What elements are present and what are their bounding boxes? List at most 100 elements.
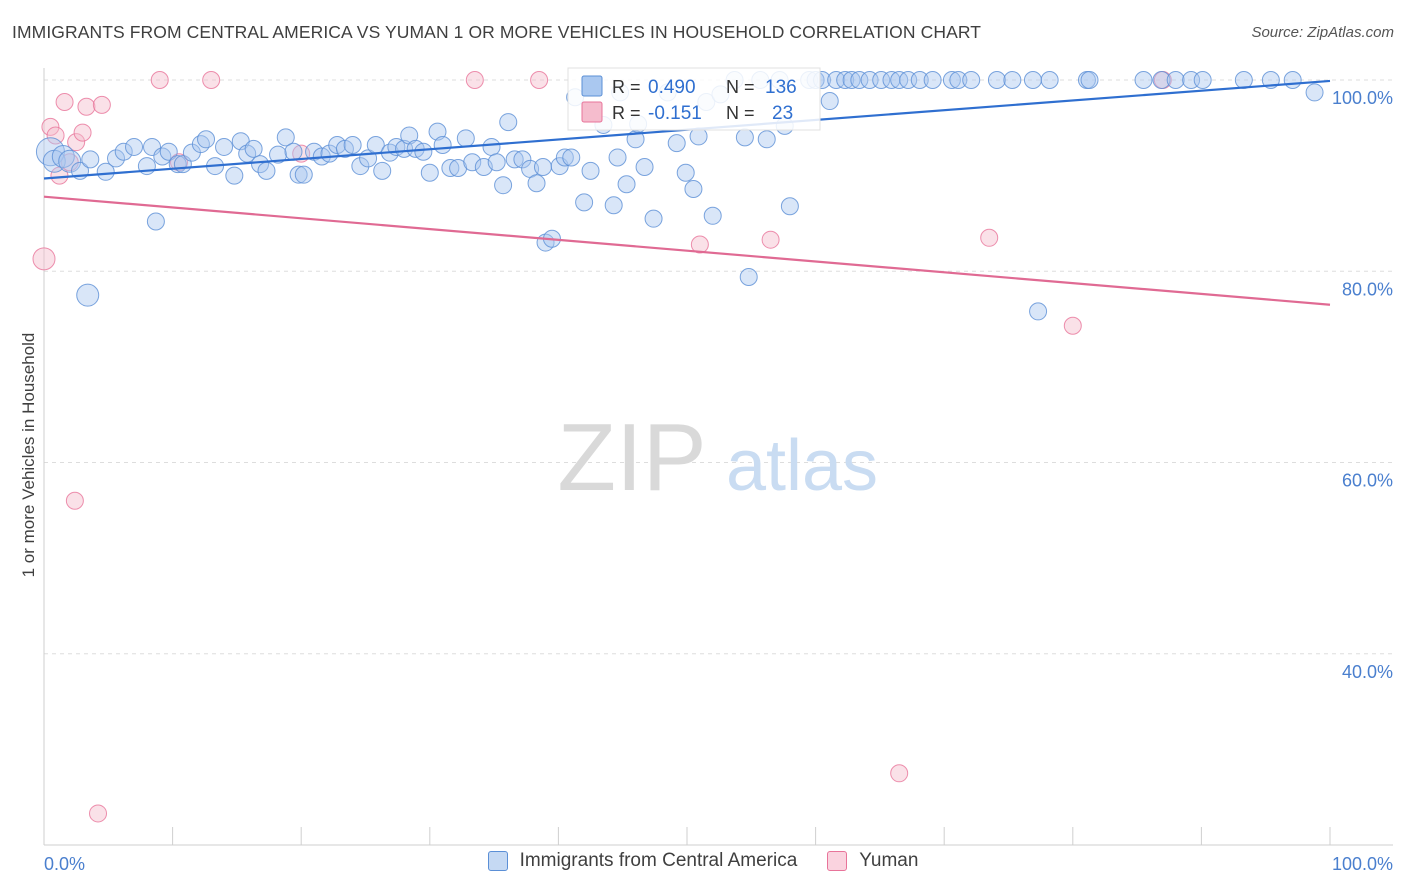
data-point (96, 162, 115, 181)
data-point (420, 163, 439, 182)
data-point (1152, 71, 1171, 89)
data-point (351, 157, 370, 176)
data-point (581, 161, 600, 180)
data-point (499, 113, 518, 132)
data-point (1003, 71, 1022, 89)
data-point (980, 228, 999, 247)
data-point (284, 142, 303, 161)
data-point (527, 174, 546, 193)
data-point (215, 137, 234, 156)
data-point (1080, 71, 1099, 89)
legend-swatch-blue (487, 851, 508, 871)
data-point (942, 71, 961, 89)
data-point (962, 71, 981, 89)
data-point (890, 764, 909, 783)
axes (43, 68, 1393, 846)
y-tick-label: 60.0% (1342, 471, 1393, 491)
data-point (65, 491, 84, 510)
data-point (159, 142, 178, 161)
data-point (225, 166, 244, 185)
data-point (343, 136, 362, 155)
data-point (604, 196, 623, 215)
data-point (1283, 71, 1302, 89)
trend-line-yuman (43, 195, 1331, 306)
legend-item-yuman[interactable]: Yuman (827, 850, 918, 872)
data-point (923, 71, 942, 89)
data-point (67, 133, 86, 152)
data-point (107, 149, 126, 168)
stats-blue-r-label: R = (612, 77, 641, 97)
data-point (463, 153, 482, 172)
data-point (872, 71, 891, 89)
data-point (76, 283, 100, 307)
data-point (780, 197, 799, 216)
stats-pink-n: 23 (772, 103, 793, 124)
legend-swatch-pink (827, 851, 848, 871)
data-point (244, 139, 263, 158)
data-point (739, 267, 758, 286)
data-point (676, 163, 695, 182)
data-point (114, 142, 133, 161)
data-point (373, 161, 392, 180)
data-point (73, 123, 92, 142)
data-point (202, 71, 221, 89)
data-point (494, 176, 513, 195)
data-point (433, 136, 452, 155)
y-axis-tick-labels: 100.0% 80.0% 60.0% 40.0% (1332, 88, 1393, 682)
data-point (608, 148, 627, 167)
y-tick-label: 100.0% (1332, 88, 1393, 108)
source-label: Source: ZipAtlas.com (1251, 24, 1394, 41)
stats-pink-r: -0.151 (648, 103, 702, 124)
data-point (850, 71, 869, 89)
data-point (32, 247, 56, 271)
data-point (890, 71, 909, 89)
data-point (251, 155, 270, 174)
data-point (842, 71, 861, 89)
data-point (949, 71, 968, 89)
data-point (555, 148, 574, 167)
data-point (761, 230, 780, 249)
data-point (1305, 83, 1324, 102)
chart-title: IMMIGRANTS FROM CENTRAL AMERICA VS YUMAN… (12, 22, 982, 42)
data-point (269, 145, 288, 164)
data-point (58, 149, 82, 173)
data-point (1063, 316, 1082, 335)
data-point (197, 130, 216, 149)
data-point (690, 235, 709, 254)
stats-pink-swatch (581, 101, 603, 123)
data-point (487, 153, 506, 172)
legend-label-yuman: Yuman (859, 850, 919, 871)
legend: Immigrants from Central America Yuman (0, 850, 1406, 872)
data-point (257, 161, 276, 180)
grid (44, 79, 1393, 655)
data-point (150, 71, 169, 89)
stats-blue-n: 136 (765, 77, 797, 98)
series-yuman (32, 71, 1172, 823)
data-point (289, 165, 308, 184)
data-point (428, 122, 447, 141)
data-point (125, 137, 144, 156)
data-point (530, 71, 549, 89)
data-point (757, 130, 776, 149)
watermark-atlas: atlas (726, 426, 878, 506)
watermark-zip: ZIP (557, 404, 706, 511)
y-tick-label: 80.0% (1342, 279, 1393, 299)
data-point (41, 117, 60, 136)
data-point (667, 134, 686, 153)
data-point (77, 97, 96, 116)
data-point (55, 92, 74, 111)
data-point (1029, 302, 1048, 321)
data-point (910, 71, 929, 89)
data-point (414, 142, 433, 161)
legend-item-central-america[interactable]: Immigrants from Central America (487, 850, 797, 872)
data-point (513, 150, 532, 169)
stats-blue-r: 0.490 (648, 77, 696, 98)
data-point (562, 148, 581, 167)
data-point (1134, 71, 1153, 89)
data-point (1023, 71, 1042, 89)
data-point (81, 150, 100, 169)
data-point (146, 212, 165, 231)
data-point (505, 150, 524, 169)
data-point (89, 804, 108, 823)
